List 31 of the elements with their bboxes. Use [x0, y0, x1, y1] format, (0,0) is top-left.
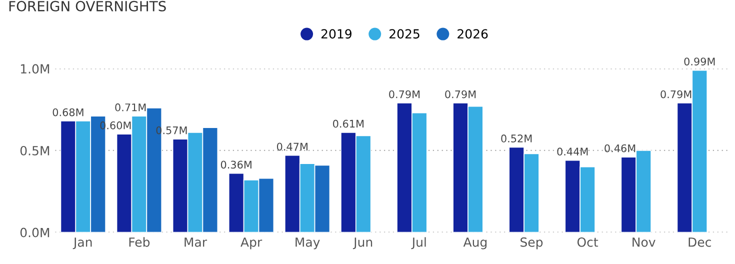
data-label: 0.46M	[604, 144, 636, 152]
data-label: 0.68M	[52, 108, 84, 116]
y-tick-label: 1.0M	[20, 64, 50, 74]
data-label: 0.71M	[115, 103, 146, 112]
data-label: 0.52M	[501, 134, 532, 142]
data-label: 0.36M	[220, 160, 252, 169]
data-label: 0.79M	[445, 90, 476, 98]
y-tick-label: 0.0M	[20, 228, 50, 238]
data-label: 0.79M	[660, 90, 692, 98]
x-tick-label: Mar	[184, 238, 208, 247]
legend-label: 2025	[390, 29, 420, 39]
x-tick-label: Jun	[352, 238, 372, 250]
data-label: 0.47M	[276, 142, 308, 151]
data-label: 0.44M	[557, 148, 588, 156]
x-tick-label: Feb	[129, 237, 150, 247]
legend-label: 2026	[458, 29, 488, 39]
data-label: 0.99M	[684, 58, 715, 66]
x-tick-label: Aug	[463, 238, 487, 250]
x-tick-label: Dec	[688, 238, 711, 247]
x-tick-label: Nov	[632, 238, 656, 247]
x-tick-label: May	[296, 238, 320, 250]
y-tick-label: 0.5M	[20, 146, 50, 156]
x-tick-label: Oct	[577, 237, 598, 247]
x-tick-label: Jul	[411, 237, 426, 250]
legend-label: 2019	[321, 29, 352, 39]
x-tick-label: Apr	[240, 238, 262, 250]
data-label: 0.79M	[389, 90, 420, 98]
data-label: 0.61M	[333, 120, 364, 128]
x-tick-label: Sep	[520, 237, 543, 250]
chart-title: FOREIGN OVERNIGHTS	[9, 0, 166, 12]
x-tick-label: Jan	[72, 238, 92, 250]
